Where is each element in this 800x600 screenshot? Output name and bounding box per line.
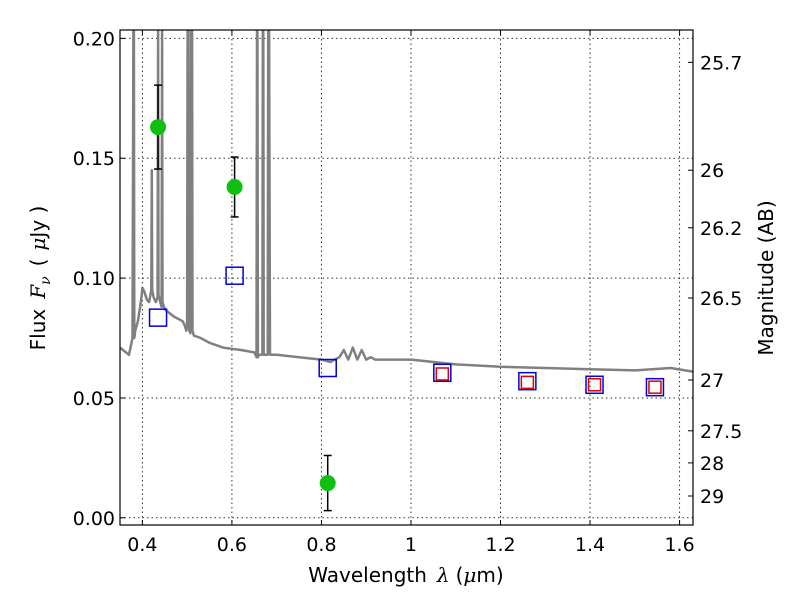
model-point-blue [225, 266, 244, 285]
y2-tick-label: 26.5 [700, 288, 742, 310]
model-point-red [648, 380, 662, 394]
x-axis-title-unit-rest: m) [476, 563, 503, 587]
y2-tick-label: 29 [700, 486, 724, 508]
y2-tick-label: 27.5 [700, 421, 742, 443]
observed-point [150, 119, 167, 136]
x-axis-title-symbol: λ [436, 563, 450, 587]
x-tick-label: 1.2 [485, 534, 515, 556]
x-tick-label: 0.6 [217, 534, 247, 556]
model-point-blue [318, 358, 337, 378]
tick-layer: 0.4 0.6 0.8 1 1.2 1.4 1.6 0.00 0.05 0.10 0.15 0.20 2… [73, 28, 743, 556]
y-axis-title-text: Flux [26, 309, 50, 351]
y-tick-label: 0.15 [73, 148, 115, 170]
x-axis-title-unit-mu: μ [463, 563, 476, 587]
y-axis-title: Flux Fν ( μJy ) [26, 206, 54, 351]
y-tick-label: 0.20 [73, 28, 115, 50]
y-tick-label: 0.05 [73, 388, 115, 410]
x-tick-label: 1.4 [575, 534, 605, 556]
y2-tick-label: 28 [700, 453, 724, 475]
y-axis-title-unit-mu: μ [26, 238, 50, 251]
grid-layer [120, 30, 693, 525]
x-axis-title-unit-open: ( [456, 563, 464, 587]
model-point-red [587, 378, 602, 392]
marker-layer [148, 84, 665, 512]
y2-tick-label: 27 [700, 370, 724, 392]
y-axis-title-unit-open: ( [26, 259, 50, 267]
x-axis-title-text: Wavelength [308, 563, 427, 587]
y2-tick-label: 26.2 [700, 218, 742, 240]
line-layer [120, 30, 693, 373]
x-tick-label: 1 [405, 534, 417, 556]
x-tick-label: 0.8 [306, 534, 336, 556]
plot-frame [119, 29, 694, 526]
y-axis-title-subscript: ν [38, 276, 54, 285]
x-axis-title: Wavelength λ (μm) [308, 563, 503, 587]
x-tick-label: 0.4 [127, 534, 157, 556]
y2-axis-title: Magnitude (AB) [754, 200, 778, 355]
y2-tick-label: 26 [700, 160, 724, 182]
y-tick-label: 0.10 [73, 268, 115, 290]
model-point-blue [585, 375, 604, 395]
x-tick-label: 1.6 [664, 534, 694, 556]
observed-point [226, 179, 243, 196]
y-tick-label: 0.00 [73, 508, 115, 530]
model-point-blue [433, 363, 452, 383]
y-axis-title-symbol: F [26, 284, 50, 300]
y-axis-title-unit-rest: Jy ) [26, 206, 50, 240]
model-point-blue [645, 377, 665, 397]
model-point-red [520, 375, 535, 390]
y2-tick-label: 25.7 [700, 52, 742, 74]
observed-point [319, 475, 336, 492]
model-point-blue [148, 308, 168, 327]
sed-spectrum-line [120, 30, 693, 373]
model-point-blue [518, 371, 537, 391]
model-point-red [435, 367, 450, 381]
